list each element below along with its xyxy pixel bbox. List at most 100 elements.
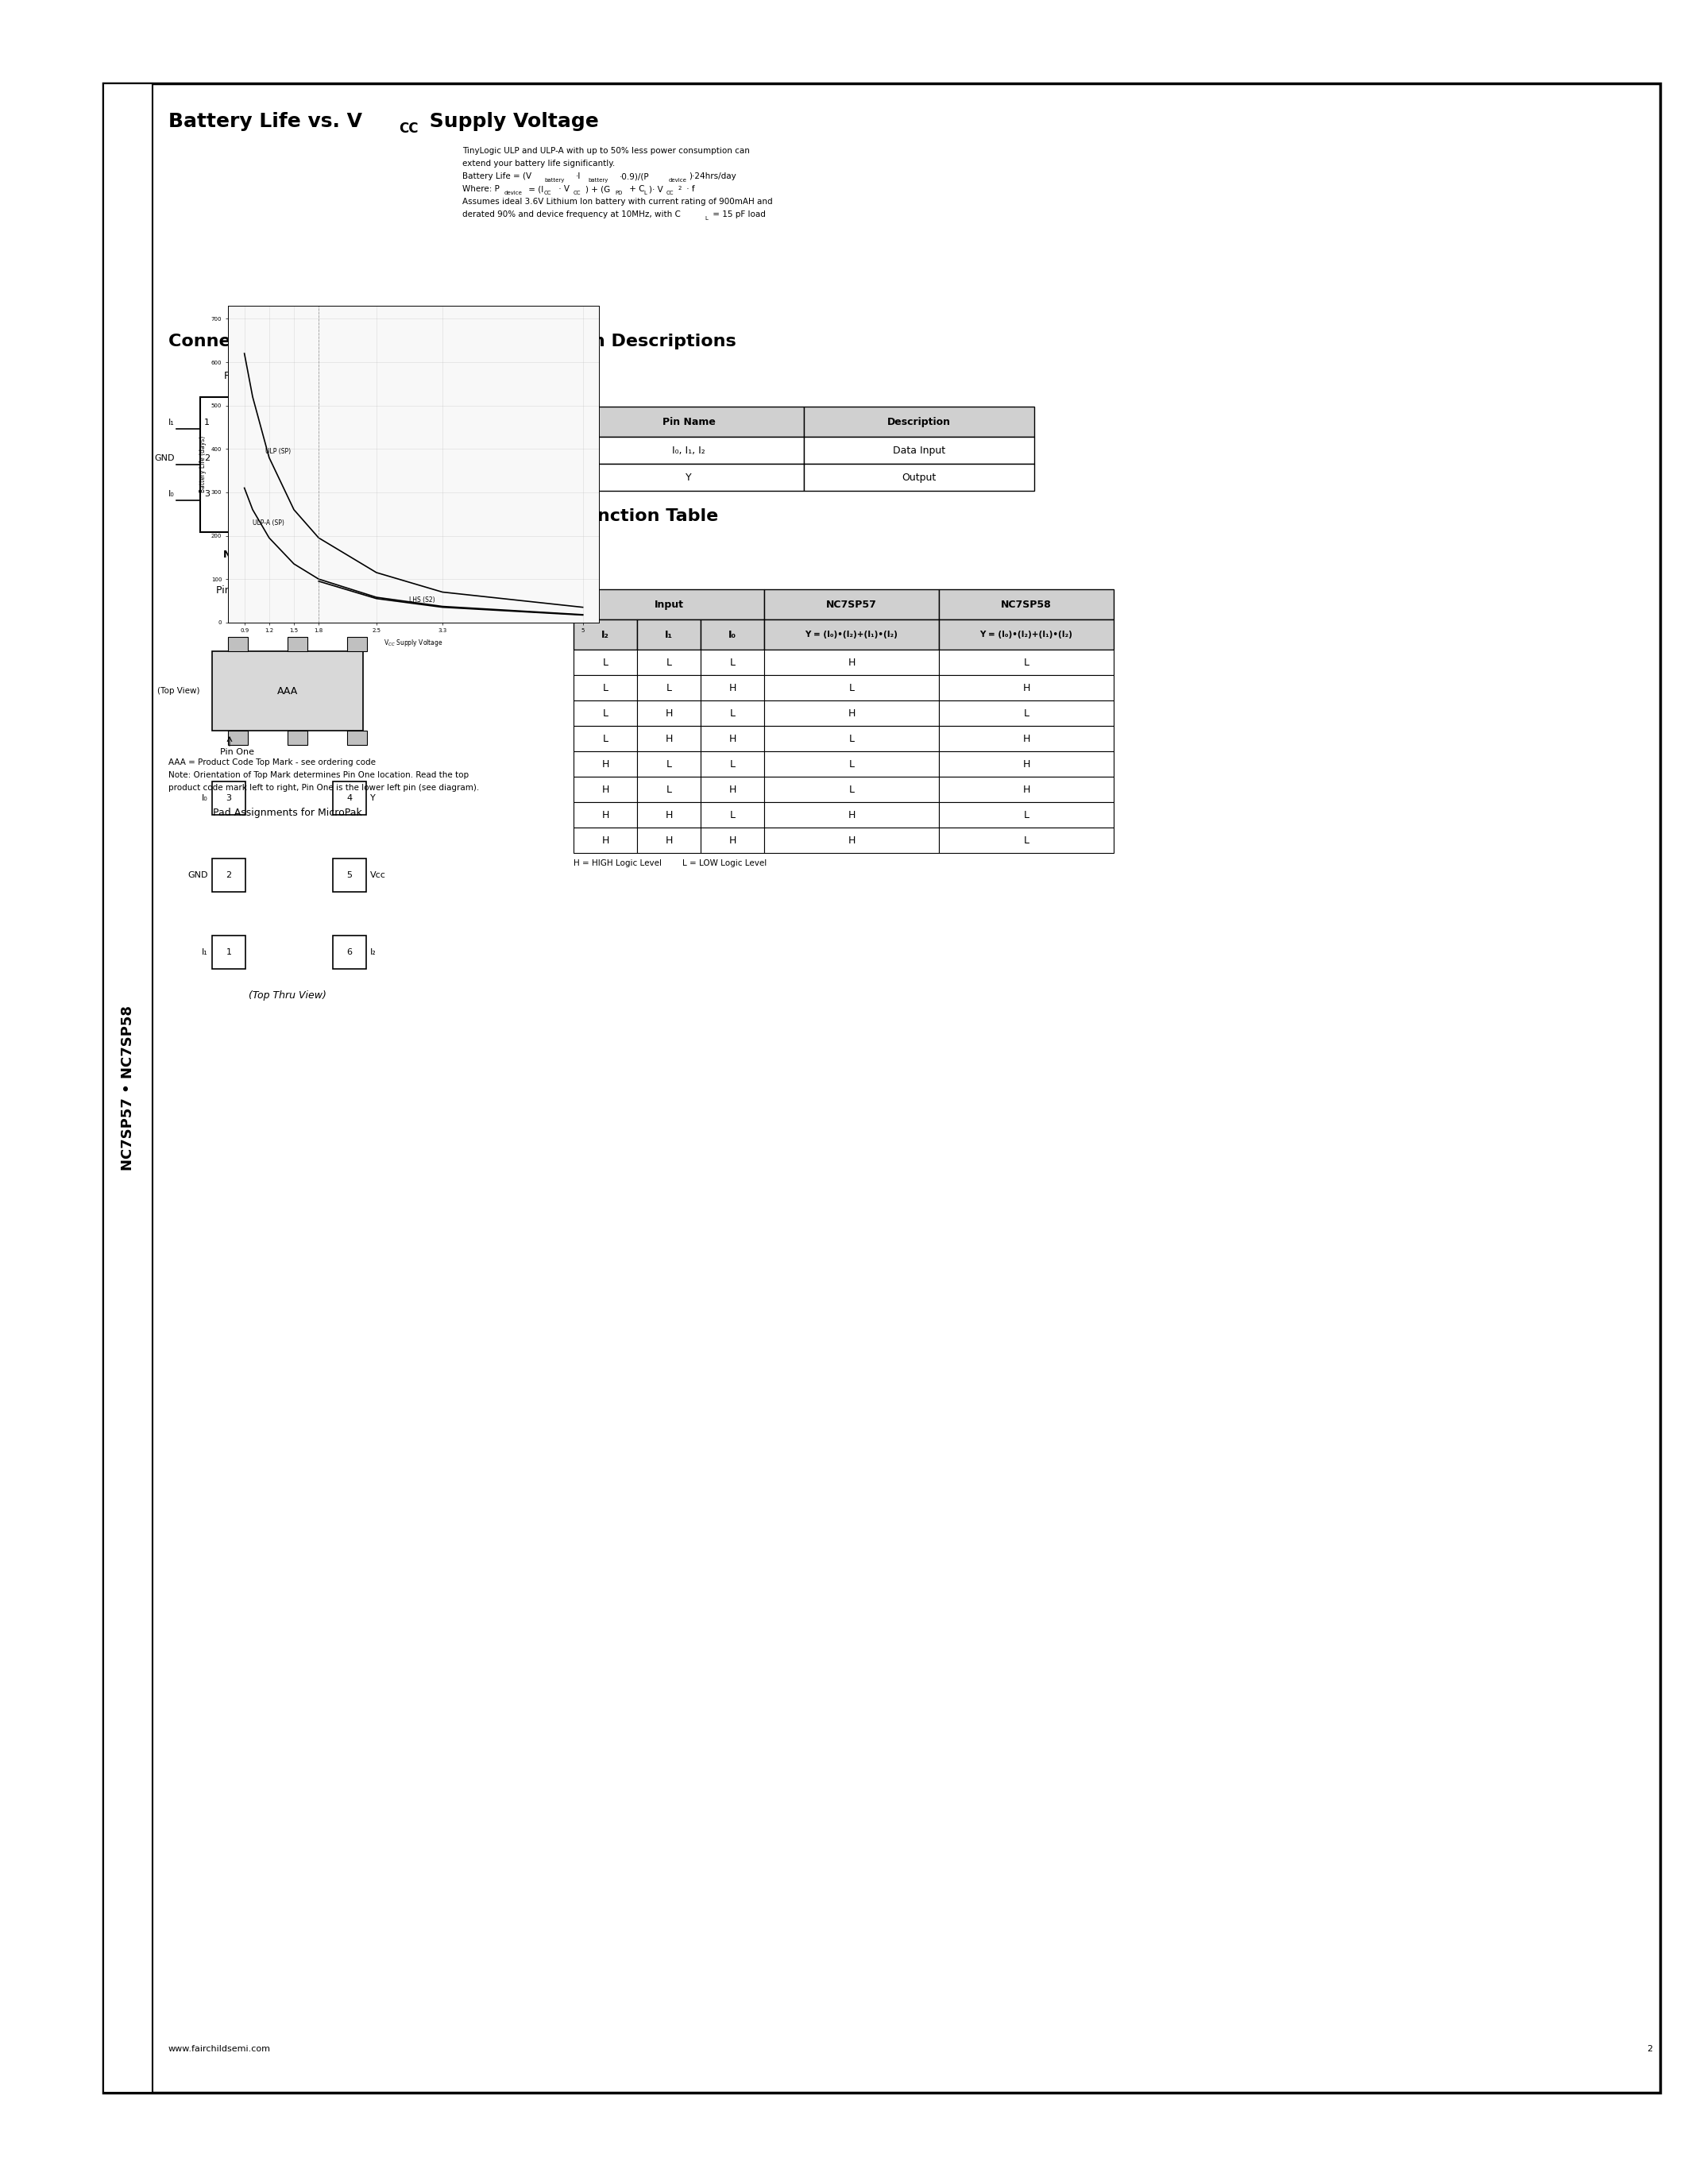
Bar [636,778,701,802]
Bar [636,802,701,828]
Text: · V: · V [555,186,569,192]
Text: LHS (S2): LHS (S2) [410,596,436,603]
Text: H: H [729,834,736,845]
Bar [636,725,701,751]
Bar [287,638,307,651]
Text: device: device [505,190,523,194]
Text: H: H [601,784,609,795]
Text: NC7SP57: NC7SP57 [825,598,878,609]
Text: Output: Output [901,472,937,483]
Text: Function Table: Function Table [574,509,719,524]
Bar [803,437,1035,463]
Bar [574,620,636,649]
Text: H: H [665,708,672,719]
Text: I₀, I₁, I₂: I₀, I₁, I₂ [672,446,706,456]
Bar [765,725,939,751]
Text: Description: Description [888,417,950,426]
Text: CC: CC [574,190,581,194]
Text: Y = (I₀)•(I₂)+(I₁)•(I₂): Y = (I₀)•(I₂)+(I₁)•(I₂) [979,631,1074,638]
Text: CC: CC [398,122,419,135]
Bar [765,620,939,649]
Bar [765,590,939,620]
Text: L: L [667,684,672,692]
Text: L: L [1023,657,1030,668]
Bar [701,620,765,649]
Bar [574,463,803,491]
Bar [333,858,366,891]
Text: ·I: ·I [576,173,581,181]
Bar [333,935,366,970]
Bar [701,802,765,828]
Text: 5: 5 [346,871,353,880]
Bar [333,782,366,815]
Text: 1: 1 [226,948,231,957]
Bar [803,406,1035,437]
Text: = 15 pF load: = 15 pF load [711,210,766,218]
Bar [574,802,636,828]
Text: L: L [849,784,854,795]
Text: GND: GND [155,454,176,463]
Bar [574,725,636,751]
Text: I₂: I₂ [601,629,609,640]
Text: H: H [665,734,672,745]
Text: )· V: )· V [648,186,663,192]
Text: H: H [601,758,609,769]
Text: Supply Voltage: Supply Voltage [422,111,599,131]
Text: device: device [668,177,687,183]
Text: L: L [729,657,736,668]
Text: L: L [849,734,854,745]
Text: H: H [729,734,736,745]
Text: 3: 3 [226,795,231,802]
Text: L: L [1023,834,1030,845]
Text: L: L [667,758,672,769]
Text: · f: · f [684,186,695,192]
Bar [939,802,1114,828]
Text: H: H [847,657,856,668]
Text: Y: Y [408,489,414,498]
Bar [636,751,701,778]
Text: Battery Life vs. V: Battery Life vs. V [169,111,363,131]
Text: H: H [1023,758,1030,769]
Bar [213,858,245,891]
Text: Where: P: Where: P [463,186,500,192]
Bar [701,828,765,854]
Bar [213,782,245,815]
Bar [939,590,1114,620]
Text: L: L [643,190,647,194]
Text: L: L [849,684,854,692]
Text: H: H [729,784,736,795]
Text: H: H [847,708,856,719]
Bar [636,620,701,649]
Text: ULP-A (SP): ULP-A (SP) [253,520,284,526]
Text: Pin Name: Pin Name [662,417,716,426]
Text: H = HIGH Logic Level        L = LOW Logic Level: H = HIGH Logic Level L = LOW Logic Level [574,858,766,867]
Text: L: L [729,758,736,769]
Bar [574,751,636,778]
Text: Y: Y [685,472,692,483]
Text: battery: battery [544,177,564,183]
Text: I₁: I₁ [665,629,674,640]
Text: 4: 4 [373,489,378,498]
Bar [636,649,701,675]
Text: L: L [603,708,608,719]
Text: H: H [665,810,672,819]
Bar [939,778,1114,802]
Text: Note: Orientation of Top Mark determines Pin One location. Read the top: Note: Orientation of Top Mark determines… [169,771,469,780]
Text: L: L [667,657,672,668]
Bar [228,732,248,745]
Bar [701,751,765,778]
Text: (Top View): (Top View) [157,688,201,695]
Text: Pin One Orientation Diagram: Pin One Orientation Diagram [216,585,360,596]
Bar [701,701,765,725]
Text: H: H [1023,684,1030,692]
Text: I₁: I₁ [169,419,176,426]
Bar [574,701,636,725]
Text: NC7SP57 • NC7SP58: NC7SP57 • NC7SP58 [122,1005,135,1171]
Text: 2: 2 [679,186,682,190]
Text: 3: 3 [204,489,209,498]
Text: H: H [729,684,736,692]
Bar [939,620,1114,649]
Text: 2: 2 [1646,2044,1653,2053]
Text: 2: 2 [226,871,231,880]
Text: I₀: I₀ [203,795,208,802]
